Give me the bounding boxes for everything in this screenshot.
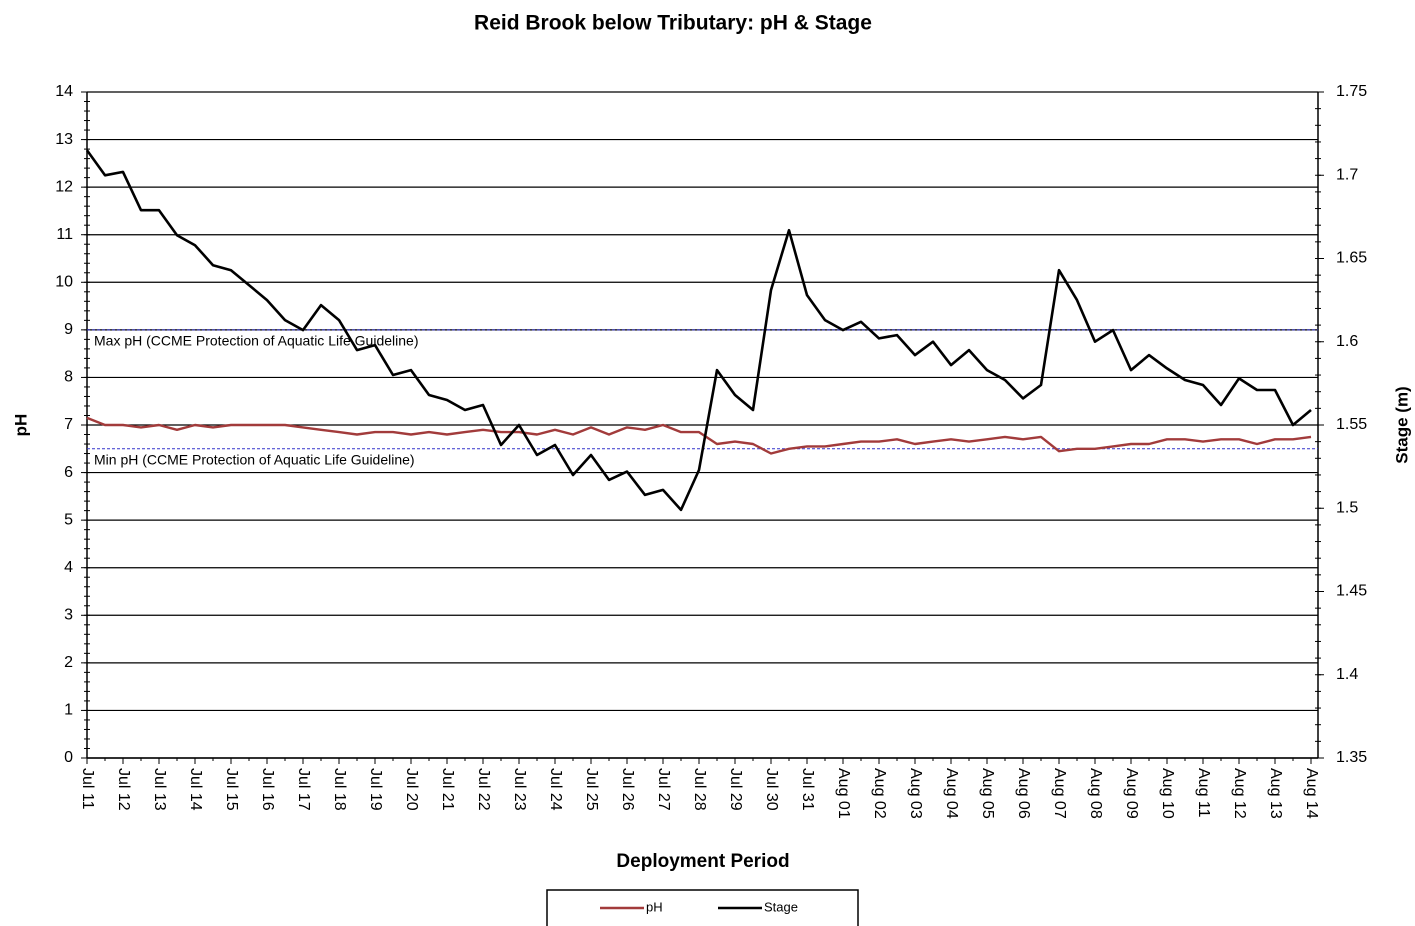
y-tick-label: 8 (64, 369, 73, 386)
x-tick-label: Jul 27 (655, 768, 672, 811)
x-tick-label: Jul 19 (367, 768, 384, 811)
y-tick-label: 14 (55, 83, 73, 100)
y2-axis-title: Stage (m) (1392, 386, 1411, 463)
x-tick-label: Jul 30 (763, 768, 780, 811)
y-axis-title: pH (11, 414, 30, 437)
x-tick-label: Aug 11 (1195, 768, 1212, 818)
y-tick-label: 0 (64, 749, 73, 766)
y-tick-label: 12 (55, 178, 73, 195)
x-tick-label: Jul 28 (691, 768, 708, 811)
y2-tick-label: 1.5 (1336, 499, 1358, 516)
x-tick-label: Jul 12 (115, 768, 132, 811)
x-tick-label: Jul 21 (439, 768, 456, 811)
y-tick-label: 2 (64, 654, 73, 671)
y2-tick-label: 1.6 (1336, 333, 1358, 350)
y-tick-label: 4 (64, 559, 73, 576)
y-tick-label: 5 (64, 511, 73, 528)
x-tick-label: Jul 17 (295, 768, 312, 811)
x-tick-label: Jul 16 (259, 768, 276, 811)
x-tick-label: Jul 31 (799, 768, 816, 811)
y-tick-label: 6 (64, 464, 73, 481)
x-tick-label: Aug 02 (871, 768, 888, 819)
reference-label: Min pH (CCME Protection of Aquatic Life … (94, 451, 415, 467)
y2-tick-label: 1.65 (1336, 250, 1367, 267)
y-tick-label: 3 (64, 607, 73, 624)
legend-label: pH (646, 899, 663, 914)
y-tick-label: 13 (55, 131, 73, 148)
x-tick-label: Jul 11 (79, 768, 96, 810)
x-tick-label: Jul 23 (511, 768, 528, 811)
x-tick-label: Aug 03 (907, 768, 924, 819)
x-tick-label: Aug 05 (979, 768, 996, 819)
y-tick-label: 7 (64, 416, 73, 433)
x-tick-label: Aug 06 (1015, 768, 1032, 819)
y-tick-label: 9 (64, 321, 73, 338)
x-tick-label: Aug 01 (835, 768, 852, 819)
x-tick-label: Aug 07 (1051, 768, 1068, 819)
series-line (86, 416, 1312, 455)
x-tick-label: Aug 08 (1087, 768, 1104, 819)
y-tick-label: 1 (64, 702, 73, 719)
x-tick-label: Jul 22 (475, 768, 492, 811)
y2-tick-label: 1.4 (1336, 666, 1358, 683)
x-tick-label: Jul 14 (187, 768, 204, 811)
x-axis-title: Deployment Period (616, 851, 789, 872)
y2-tick-label: 1.35 (1336, 749, 1367, 766)
legend-label: Stage (764, 899, 798, 914)
y-tick-label: 10 (55, 274, 73, 291)
chart-title: Reid Brook below Tributary: pH & Stage (474, 12, 872, 35)
series-line (85, 149, 1312, 512)
x-tick-label: Jul 25 (583, 768, 600, 811)
y2-tick-label: 1.45 (1336, 583, 1367, 600)
x-tick-label: Aug 09 (1123, 768, 1140, 819)
y2-tick-label: 1.75 (1336, 83, 1367, 100)
x-tick-label: Aug 04 (943, 768, 960, 819)
x-tick-label: Aug 14 (1303, 768, 1320, 819)
x-tick-label: Aug 13 (1267, 768, 1284, 819)
x-tick-label: Aug 10 (1159, 768, 1176, 819)
x-tick-label: Jul 15 (223, 768, 240, 811)
legend-box (546, 889, 859, 926)
x-tick-label: Jul 20 (403, 768, 420, 811)
y2-tick-label: 1.55 (1336, 416, 1367, 433)
x-tick-label: Aug 12 (1231, 768, 1248, 819)
x-tick-label: Jul 18 (331, 768, 348, 811)
y2-tick-label: 1.7 (1336, 166, 1358, 183)
x-tick-label: Jul 24 (547, 768, 564, 811)
reference-label: Max pH (CCME Protection of Aquatic Life … (94, 333, 418, 349)
x-tick-label: Jul 13 (151, 768, 168, 811)
y-tick-label: 11 (56, 226, 73, 243)
x-tick-label: Jul 29 (727, 768, 744, 811)
x-tick-label: Jul 26 (619, 768, 636, 811)
